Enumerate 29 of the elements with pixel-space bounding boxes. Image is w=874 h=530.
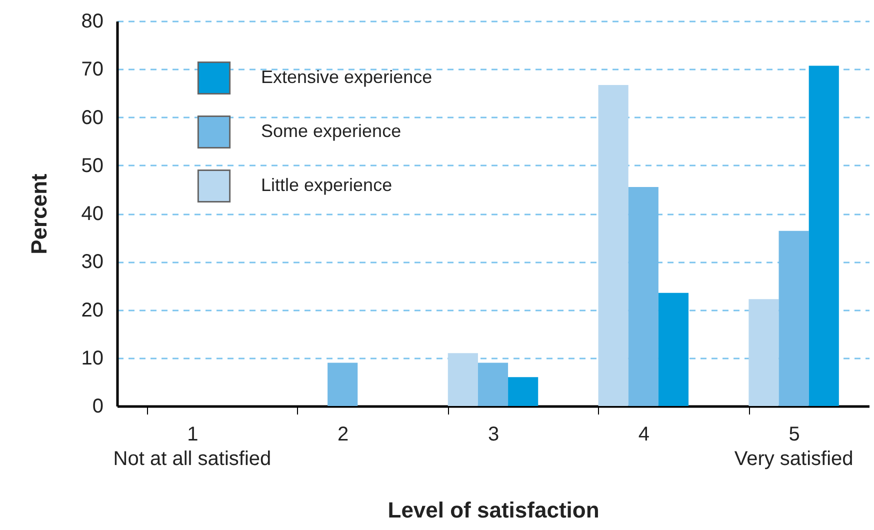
legend-label: Some experience [261, 121, 402, 141]
legend-label: Extensive experience [261, 67, 432, 87]
y-tick-label: 80 [81, 10, 104, 32]
bar [508, 377, 538, 406]
legend-label: Little experience [261, 175, 392, 195]
x-tick-label: 4 [638, 424, 650, 446]
y-tick-label: 60 [81, 106, 104, 129]
y-tick-label: 0 [92, 396, 104, 418]
bar [478, 362, 508, 406]
text: Not at all satisfied [113, 448, 272, 470]
text: Very satisfied [734, 448, 854, 470]
y-tick-label: 70 [81, 58, 104, 81]
bar [448, 353, 478, 406]
y-tick-label: 50 [81, 154, 104, 177]
bar [598, 85, 628, 406]
bar [328, 362, 358, 406]
x-tick-label: 3 [488, 424, 500, 446]
x-tick-label: 5 [788, 424, 800, 446]
y-tick-label: 40 [81, 203, 104, 225]
bar [658, 292, 689, 406]
x-axis-title: Level of satisfaction [388, 498, 600, 522]
bar [748, 299, 779, 406]
y-tick-label: 30 [81, 251, 104, 274]
y-axis-title: Percent [26, 172, 52, 254]
y-tick-label: 20 [81, 299, 104, 322]
bar [808, 66, 839, 406]
y-tick-label: 10 [81, 347, 104, 370]
x-tick-label: 2 [338, 424, 349, 446]
x-tick-label: 1 [187, 424, 198, 446]
